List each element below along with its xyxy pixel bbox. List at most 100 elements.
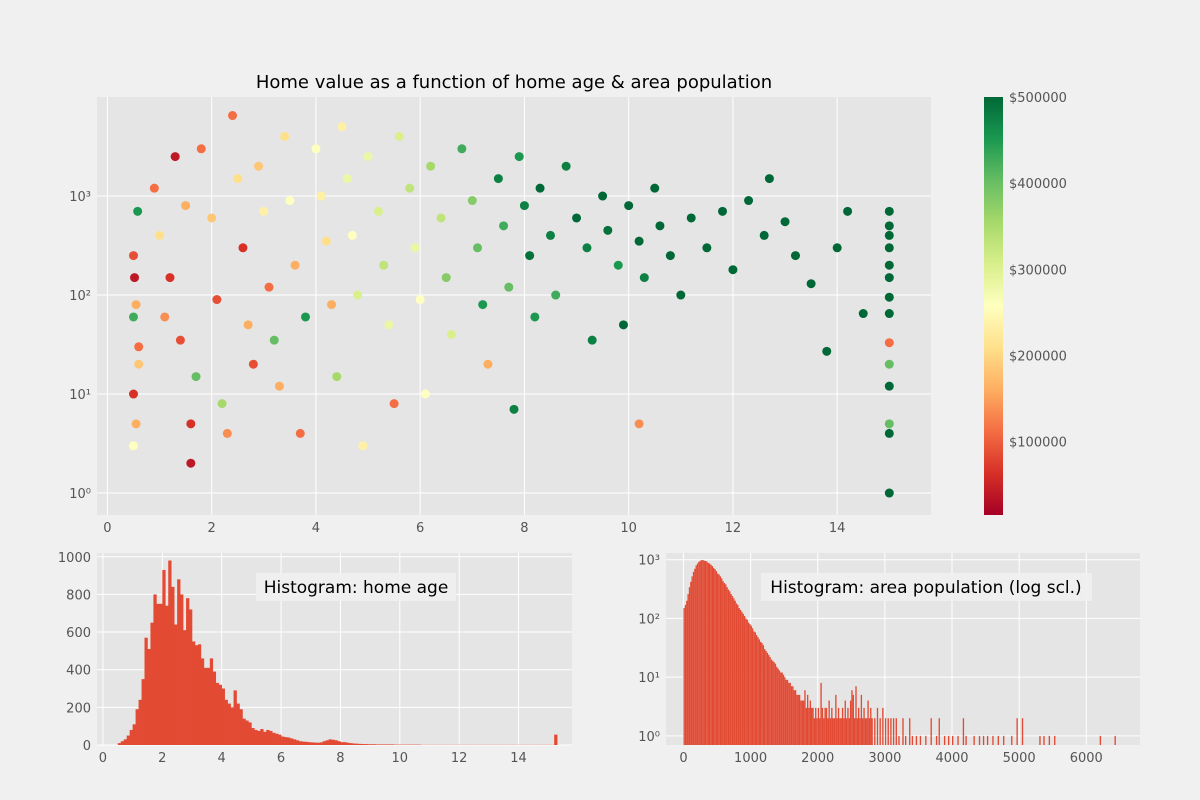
age-histogram-bar [200, 658, 205, 745]
scatter-point [702, 243, 712, 253]
age-histogram-bar [376, 744, 380, 745]
scatter-point [175, 335, 185, 345]
scatter-point [884, 273, 894, 283]
pop-histogram-bar [806, 694, 809, 745]
age-histogram-bar [236, 703, 240, 745]
scatter-point [884, 230, 894, 240]
scatter-point [634, 236, 644, 246]
pop-histogram-bar [849, 700, 852, 745]
pop-y-tick-label: 10² [638, 612, 660, 627]
age-histogram-bar [352, 743, 356, 745]
scatter-point [467, 196, 477, 206]
age-histogram-bar [194, 645, 199, 745]
pop-histogram-bar [876, 707, 879, 745]
age-histogram-bar [257, 730, 261, 745]
scatter-point [238, 243, 248, 253]
age-histogram-bar [224, 699, 228, 745]
scatter-y-tick-label: 10⁰ [69, 487, 91, 502]
pop-histogram-bar [827, 718, 829, 745]
pop-histogram-bar [739, 609, 742, 745]
pop-histogram-bar [750, 625, 752, 745]
scatter-point [415, 295, 425, 305]
pop-histogram-bar [784, 677, 786, 745]
pop-histogram-bar [997, 735, 1000, 745]
scatter-point [504, 282, 514, 292]
pop-histogram-bar [735, 603, 738, 745]
scatter-point [228, 111, 238, 121]
scatter-point [884, 488, 894, 498]
pop-histogram-bar [714, 569, 716, 745]
pop-histogram-bar [759, 641, 762, 745]
age-histogram-bar [269, 730, 273, 745]
scatter-y-tick-label: 10³ [69, 190, 91, 205]
scatter-point [373, 206, 383, 216]
scatter-point [311, 144, 321, 154]
age-x-tick-label: 8 [336, 751, 344, 766]
age-histogram-bar [361, 744, 365, 745]
scatter-point [321, 236, 331, 246]
age-histogram-bar [304, 741, 309, 745]
age-histogram-bar [177, 579, 181, 745]
pop-histogram-bar [825, 707, 828, 745]
scatter-point [884, 309, 894, 319]
pop-histogram-bar [712, 568, 715, 745]
colorbar-tick-label: $100000 [1009, 436, 1067, 451]
age-histogram-bar [334, 740, 338, 745]
age-histogram-bar [212, 671, 217, 745]
pop-histogram-bar [801, 700, 803, 745]
pop-histogram-bar [696, 563, 699, 745]
scatter-point [884, 206, 894, 216]
scatter-point [884, 381, 894, 391]
scatter-point [358, 441, 368, 451]
scatter-point [384, 320, 394, 330]
pop-x-tick-label: 1000 [734, 751, 767, 766]
age-histogram-tick-labels: 0 2 4 6 8 10 12 14 0 200 400 600 800 1000 [58, 551, 527, 766]
age-x-tick-label: 14 [510, 751, 527, 766]
scatter-point [441, 273, 451, 283]
pop-histogram-bar [898, 735, 900, 745]
pop-histogram-bar [725, 584, 727, 745]
pop-histogram-bar [738, 608, 740, 745]
scatter-point [718, 206, 727, 216]
age-histogram-bar [159, 603, 163, 745]
pop-histogram-bar [871, 718, 873, 745]
pop-histogram-bar [1043, 735, 1045, 745]
scatter-point [191, 372, 201, 382]
pop-histogram-bar [867, 700, 869, 745]
pop-histogram-bar [731, 596, 734, 745]
scatter-point [676, 290, 686, 300]
pop-histogram-bar [812, 707, 814, 745]
scatter-point [514, 152, 524, 162]
age-y-tick-label: 400 [66, 664, 91, 679]
pop-histogram-bar [957, 735, 959, 745]
scatter-point [233, 174, 243, 184]
pop-histogram-bar [699, 560, 701, 745]
pop-histogram-bar [765, 650, 767, 745]
pop-histogram-bar [708, 563, 711, 745]
pop-histogram-bar [882, 707, 884, 745]
pop-histogram-bar [769, 657, 771, 745]
age-histogram-bar [287, 737, 291, 745]
age-histogram-bar [266, 729, 270, 745]
scatter-point [301, 312, 310, 322]
pop-histogram-bar [798, 694, 801, 745]
scatter-point [170, 152, 180, 162]
scatter-point [634, 419, 644, 429]
age-histogram-bar [281, 736, 285, 745]
age-histogram-bar [295, 740, 300, 745]
age-histogram-bar [340, 742, 344, 745]
pop-histogram-bar [848, 718, 850, 745]
age-histogram-bar [186, 598, 190, 745]
pop-histogram-bar [743, 615, 746, 745]
pop-y-tick-label: 10³ [638, 554, 660, 569]
age-histogram-bar [382, 744, 386, 745]
age-histogram-bar [141, 679, 145, 745]
scatter-point [665, 251, 675, 261]
age-histogram-bar [189, 609, 193, 745]
pop-histogram-bar [851, 690, 853, 745]
scatter-point [618, 320, 628, 330]
scatter-point [843, 206, 853, 216]
scatter-point [134, 359, 144, 369]
age-x-tick-label: 10 [392, 751, 409, 766]
pop-histogram-bar [757, 637, 759, 745]
